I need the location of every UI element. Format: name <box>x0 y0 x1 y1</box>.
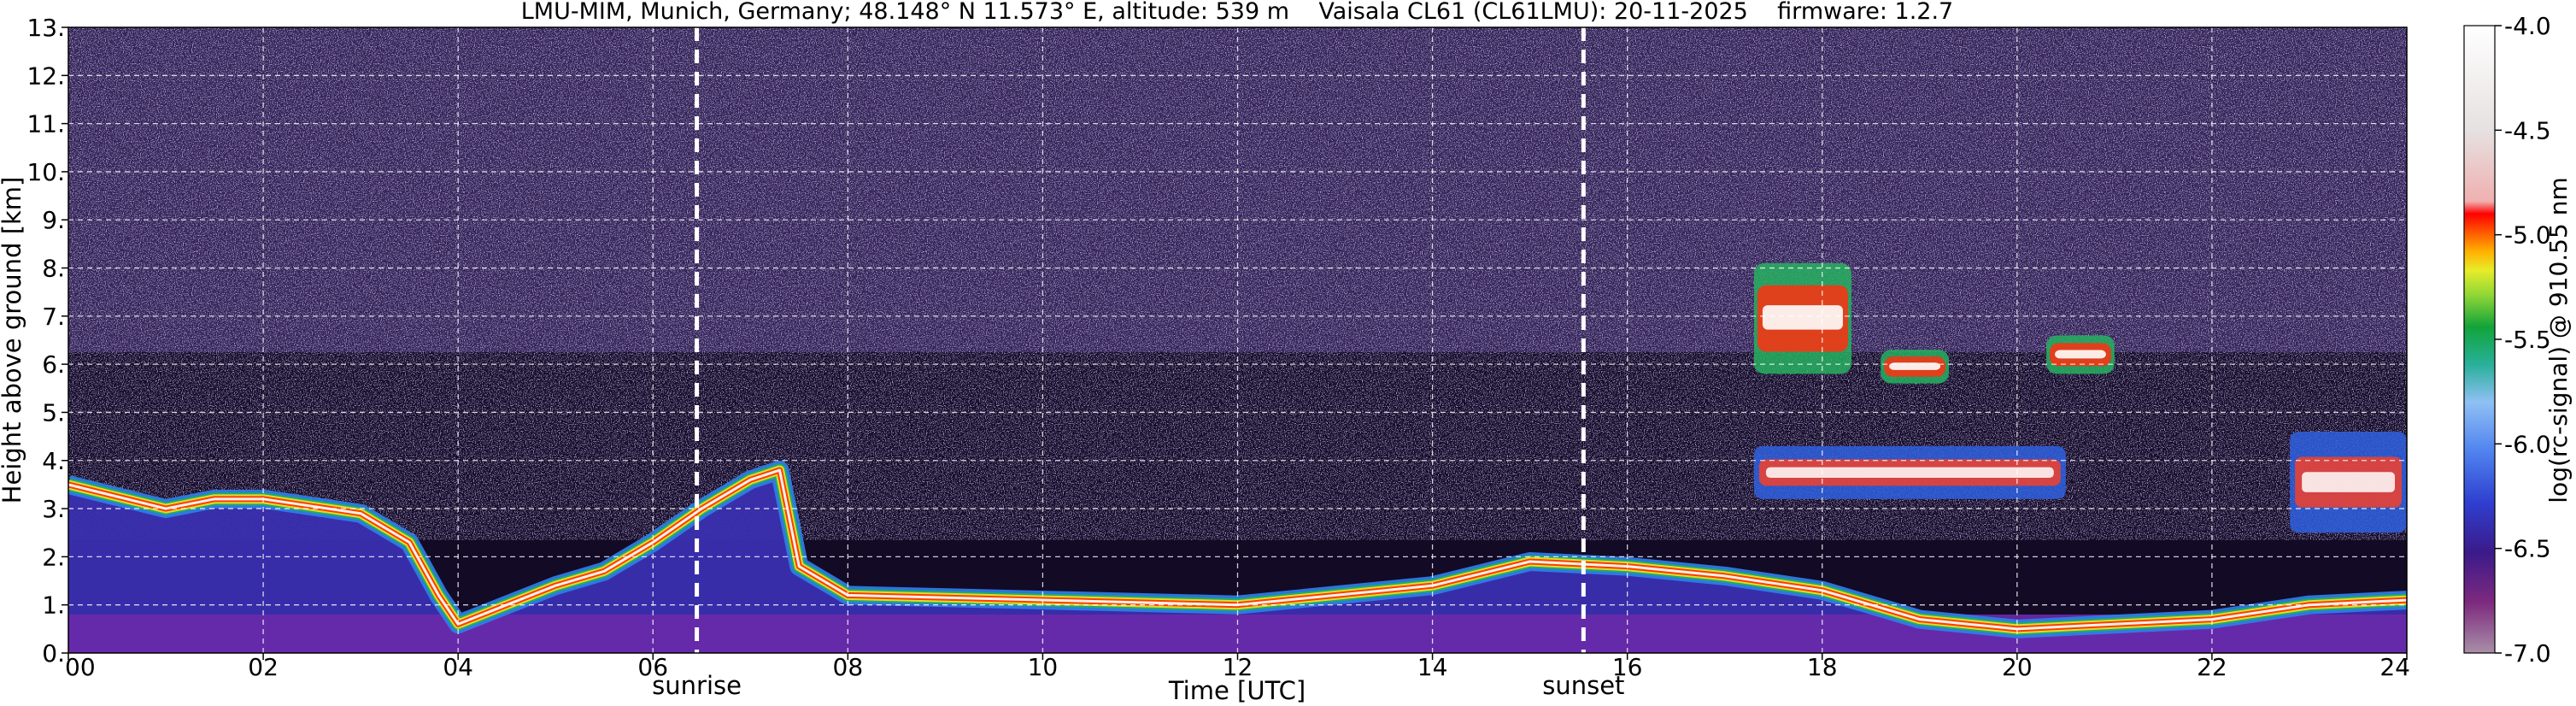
colorbar-tick-label: -6.5 <box>2504 535 2551 563</box>
colorbar-ticks: -4.0 -4.5 -5.0 -5.5 -6.0 -6.5 -7.0 <box>2495 12 2551 668</box>
y-tick-label: 1. <box>42 591 65 620</box>
sunrise-label: sunrise <box>652 671 742 700</box>
y-tick-label: 9. <box>42 206 65 234</box>
colorbar-tick-label: -6.0 <box>2504 430 2551 458</box>
sun-annotations: sunrise sunset <box>652 671 1624 700</box>
colorbar-tick-label: -4.5 <box>2504 116 2551 144</box>
colorbar-bar <box>2463 25 2496 654</box>
y-tick-label: 5. <box>42 398 65 427</box>
chart-title: LMU-MIM, Munich, Germany; 48.148° N 11.5… <box>521 0 1954 25</box>
y-tick-label: 3. <box>42 495 65 523</box>
x-tick-label: 08 <box>833 653 864 681</box>
cloud-peak <box>1762 305 1843 330</box>
x-tick-label: 10 <box>1028 653 1059 681</box>
aerosol-layer-peak <box>2302 472 2395 492</box>
y-axis-label: Height above ground [km] <box>0 177 26 504</box>
boundary-layer-top-4 <box>68 468 2407 631</box>
x-tick-label: 14 <box>1417 653 1448 681</box>
grid-lines <box>68 27 2407 653</box>
y-tick-label: 8. <box>42 255 65 283</box>
colorbar-tick-label: -5.0 <box>2504 221 2551 250</box>
boundary-layer-region <box>68 470 2407 653</box>
y-tick-label: 4. <box>42 447 65 475</box>
y-tick-label: 11. <box>26 110 65 138</box>
x-tick-label: 12 <box>1223 653 1253 681</box>
sun-markers <box>695 27 1586 653</box>
x-tick-label: 06 <box>637 653 668 681</box>
y-tick-label: 0. <box>42 639 65 668</box>
x-tick-label: 22 <box>2197 653 2227 681</box>
y-tick-label: 2. <box>42 543 65 571</box>
y-tick-label: 6. <box>42 350 65 379</box>
x-tick-label: 18 <box>1807 653 1838 681</box>
x-tick-label: 02 <box>248 653 279 681</box>
colorbar-tick-label: -5.5 <box>2504 326 2551 354</box>
plot-area <box>68 27 2407 653</box>
sunset-label: sunset <box>1542 671 1624 700</box>
colorbar-tick-label: -7.0 <box>2504 639 2551 668</box>
x-tick-label: 16 <box>1612 653 1643 681</box>
x-tick-label: 04 <box>443 653 473 681</box>
cloud-peak <box>2055 350 2106 359</box>
y-axis-ticks: 0. 1. 2. 3. 4. 5. 6. 7. 8. 9. 10. 11. 12. 13. <box>26 14 68 668</box>
x-tick-label: 00 <box>65 653 96 681</box>
y-tick-label: 7. <box>42 303 65 331</box>
y-tick-label: 10. <box>26 158 65 186</box>
colorbar-tick-label: -4.0 <box>2504 12 2551 40</box>
x-tick-label: 20 <box>2002 653 2033 681</box>
colorbar: -4.0 -4.5 -5.0 -5.5 -6.0 -6.5 -7.0 log(rc-sign… <box>2463 12 2573 668</box>
x-axis-label: Time [UTC] <box>1168 676 1306 705</box>
colorbar-label: log(rc-signal) @ 910.55 nm <box>2544 177 2573 503</box>
y-tick-label: 13. <box>26 14 65 42</box>
aerosol-layer-peak <box>1765 467 2054 479</box>
y-tick-label: 12. <box>26 62 65 90</box>
x-axis-ticks: 00 02 04 06 08 10 12 14 16 18 20 22 24 <box>65 653 2410 681</box>
x-tick-label: 24 <box>2379 653 2410 681</box>
